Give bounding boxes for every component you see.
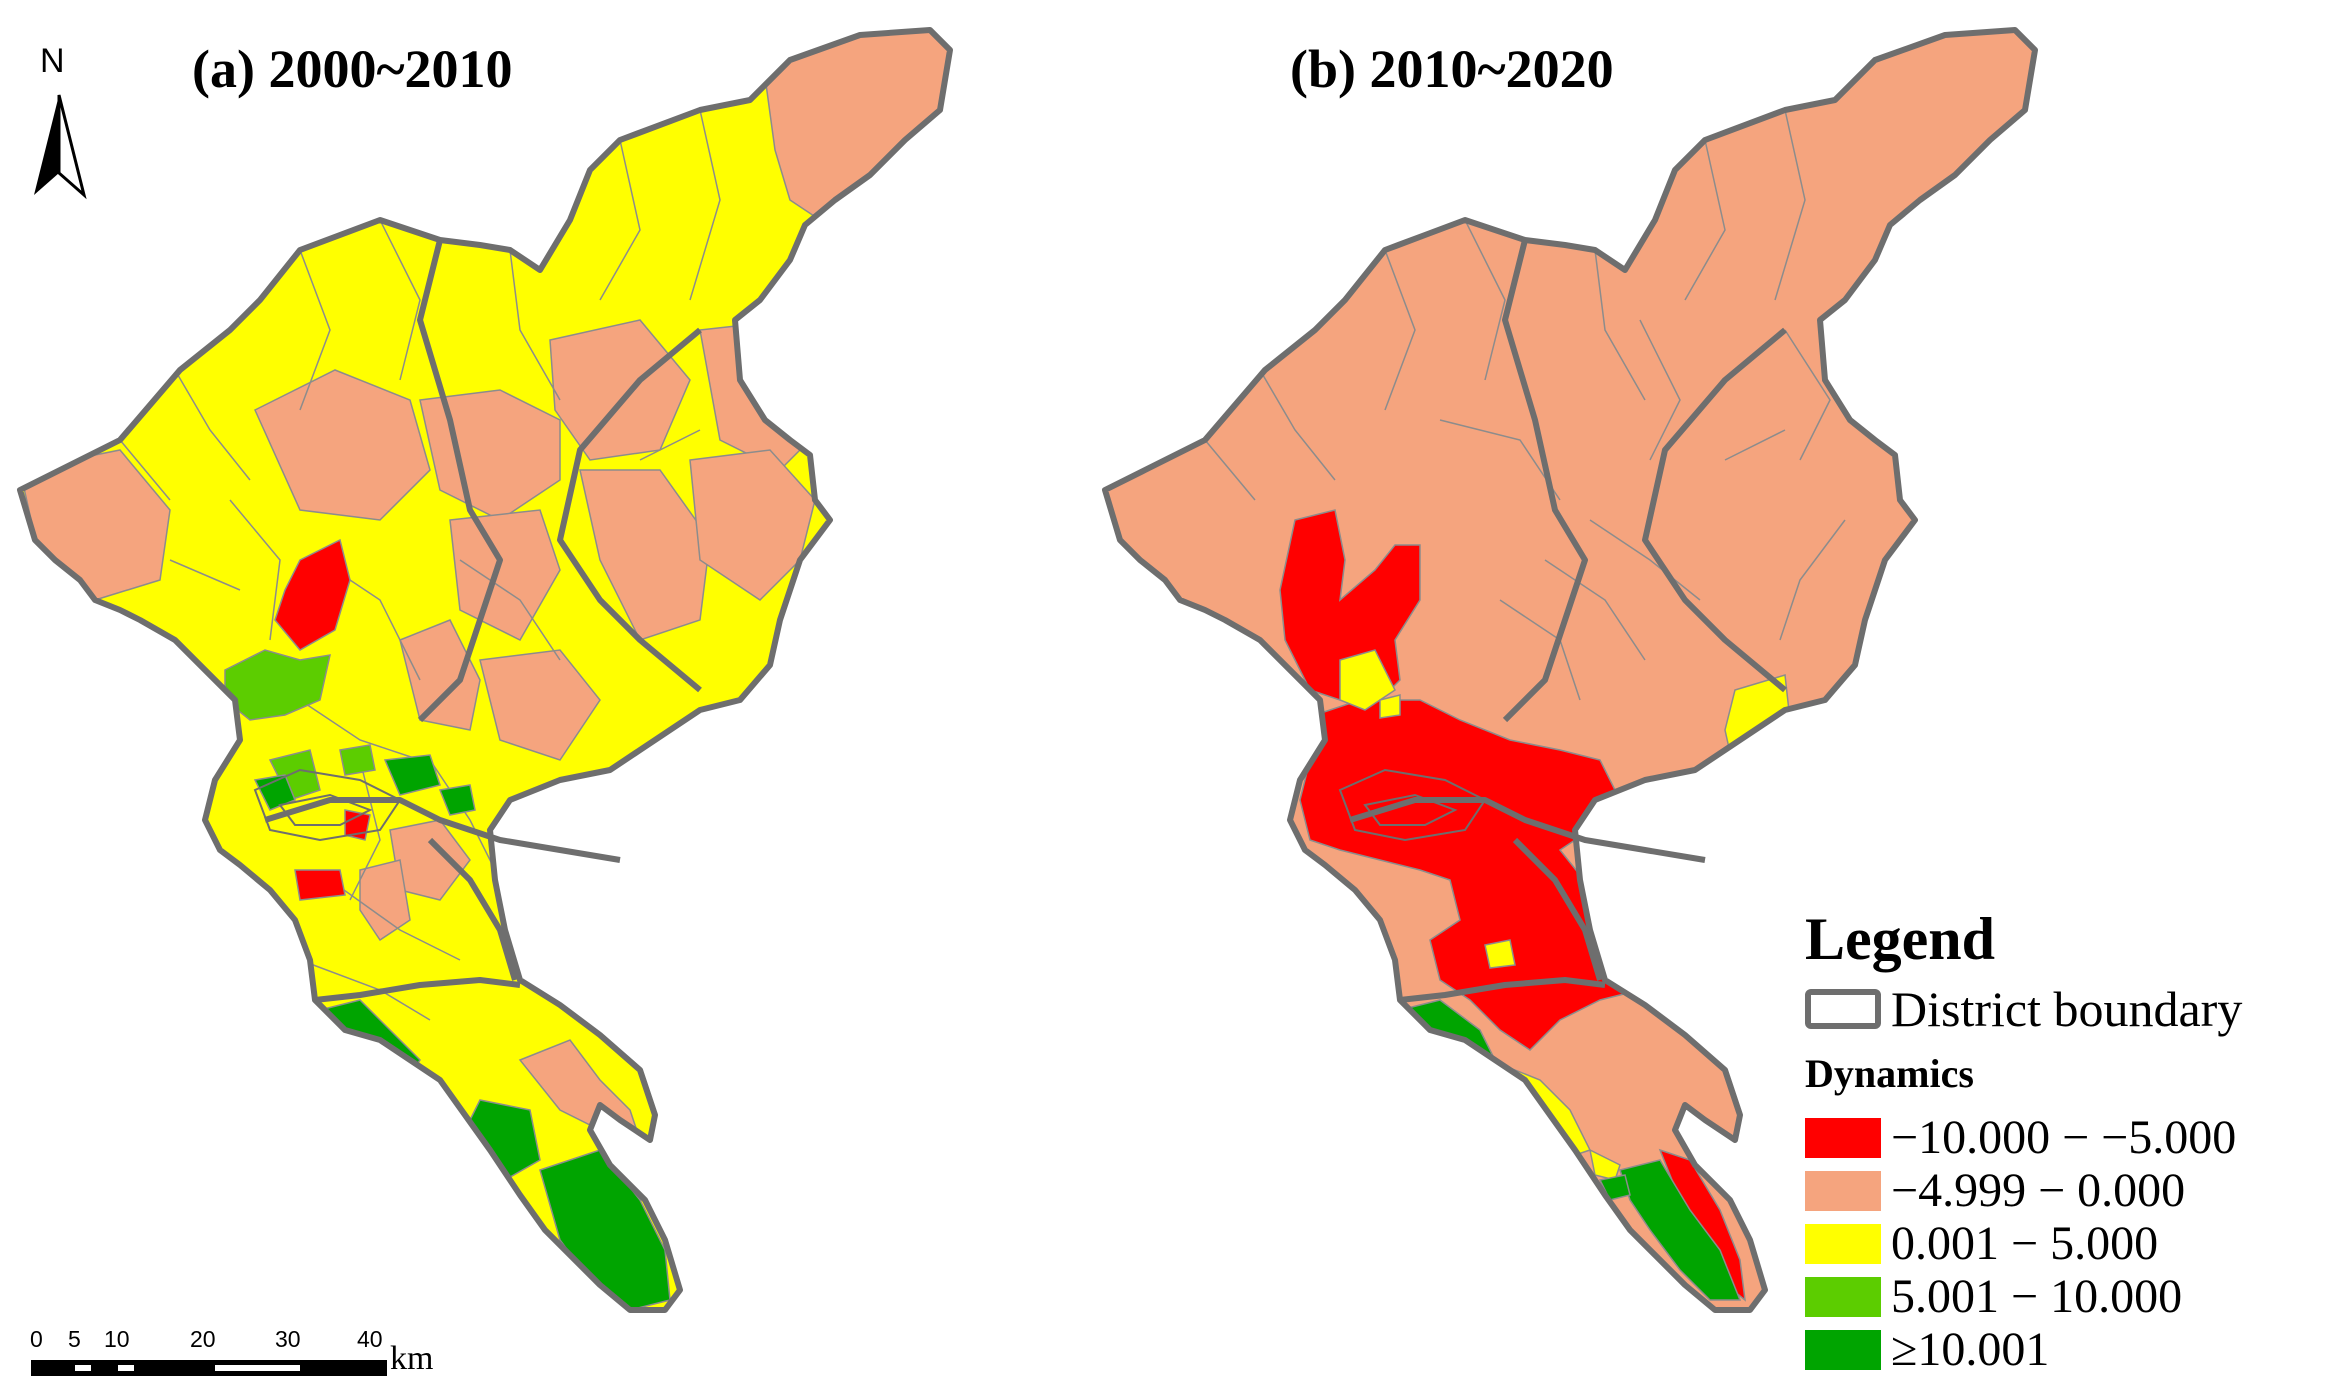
legend-class-row: 0.001 − 5.000 — [1805, 1217, 2335, 1270]
scale-tick-5: 5 — [68, 1326, 81, 1352]
class-label: −10.000 − −5.000 — [1891, 1111, 2237, 1164]
boundary-label: District boundary — [1891, 981, 2243, 1037]
legend-class-row: ≥10.001 — [1805, 1323, 2335, 1376]
scale-tick-40: 40 — [357, 1326, 383, 1352]
class-label: ≥10.001 — [1891, 1323, 2050, 1376]
scale-tick-20: 20 — [190, 1326, 216, 1352]
scale-bar — [31, 1360, 387, 1376]
boundary-swatch — [1805, 989, 1881, 1029]
class-label: −4.999 − 0.000 — [1891, 1164, 2186, 1217]
legend-class-row: −10.000 − −5.000 — [1805, 1111, 2335, 1164]
class-swatch — [1805, 1276, 1881, 1317]
legend-subtitle: Dynamics — [1805, 1051, 1974, 1096]
scale-tick-0: 0 — [30, 1326, 43, 1352]
legend: Legend District boundary Dynamics −10.00… — [1805, 905, 2335, 1376]
panel-b-title: (b) 2010~2020 — [1290, 39, 1614, 99]
class-swatch — [1805, 1170, 1881, 1211]
scale-unit: km — [390, 1340, 434, 1377]
legend-boundary-row: District boundary — [1805, 981, 2335, 1037]
class-label: 5.001 − 10.000 — [1891, 1270, 2183, 1323]
map-a — [20, 30, 950, 1310]
class-swatch — [1805, 1117, 1881, 1158]
scale-tick-10: 10 — [104, 1326, 130, 1352]
north-label: N — [40, 42, 65, 80]
scale-tick-30: 30 — [275, 1326, 301, 1352]
north-arrow-icon — [34, 94, 87, 200]
legend-class-row: 5.001 − 10.000 — [1805, 1270, 2335, 1323]
map-b-district-boundaries — [1102, 27, 2038, 1313]
map-a-district-boundaries — [17, 27, 953, 1313]
panel-a-title: (a) 2000~2010 — [192, 39, 513, 99]
class-swatch — [1805, 1223, 1881, 1264]
legend-class-row: −4.999 − 0.000 — [1805, 1164, 2335, 1217]
legend-title: Legend — [1805, 906, 1996, 972]
class-swatch — [1805, 1329, 1881, 1370]
class-label: 0.001 − 5.000 — [1891, 1217, 2159, 1270]
